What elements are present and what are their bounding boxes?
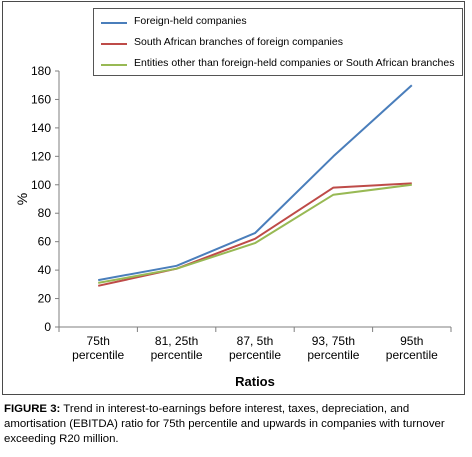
caption-text: Trend in interest-to-earnings before int… — [4, 403, 445, 445]
legend-item: Foreign-held companies — [94, 13, 462, 33]
legend-swatch — [101, 43, 127, 45]
figure-frame: 0 20 40 60 80 100 120 140 160 180 75th percentile 81… — [2, 1, 465, 395]
figure-caption: FIGURE 3: Trend in interest-to-earnings … — [4, 402, 468, 447]
y-tick-label: 180 — [31, 64, 51, 78]
line-chart: 0 20 40 60 80 100 120 140 160 180 75th percentile 81… — [14, 64, 452, 389]
series-line-2 — [97, 182, 412, 287]
x-axis-title: Ratios — [235, 374, 275, 389]
legend-label: South African branches of foreign compan… — [134, 36, 343, 48]
y-axis-title: % — [14, 193, 30, 205]
y-tick-label: 20 — [38, 292, 52, 306]
y-tick-label: 40 — [38, 263, 52, 277]
x-tick-label: 87, 5th percentile — [229, 334, 281, 362]
y-tick-label: 60 — [38, 235, 52, 249]
x-tick-label: 75th percentile — [72, 334, 124, 362]
caption-label: FIGURE 3: — [4, 403, 61, 415]
legend-item: South African branches of foreign compan… — [94, 34, 462, 54]
legend: Foreign-held companies South African bran… — [93, 8, 463, 76]
y-tick-label: 80 — [38, 206, 52, 220]
x-tick-label: 93, 75th percentile — [307, 334, 359, 362]
x-tick-label: 81, 25th percentile — [151, 334, 203, 362]
y-tick-label: 160 — [31, 92, 51, 106]
series-line-3 — [98, 183, 412, 284]
y-tick-label: 100 — [31, 178, 51, 192]
x-tick-label: 95th percentile — [386, 334, 438, 362]
legend-swatch — [101, 22, 127, 24]
y-tick-label: 120 — [31, 149, 51, 163]
legend-swatch — [101, 64, 127, 66]
series-line-1 — [98, 84, 413, 282]
y-tick-label: 0 — [44, 320, 51, 334]
legend-item: Entities other than foreign-held compani… — [94, 55, 462, 75]
y-tick-label: 140 — [31, 121, 51, 135]
legend-label: Entities other than foreign-held compani… — [134, 57, 455, 69]
legend-label: Foreign-held companies — [134, 15, 247, 27]
